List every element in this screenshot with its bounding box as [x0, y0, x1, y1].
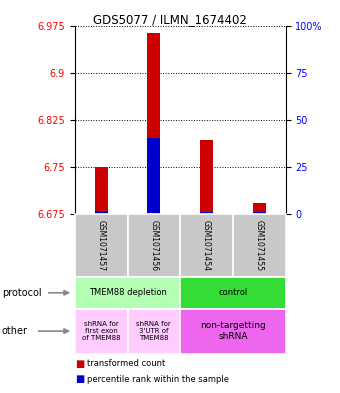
Text: transformed count: transformed count: [87, 359, 165, 368]
Text: GSM1071456: GSM1071456: [149, 220, 158, 271]
Text: TMEM88 depletion: TMEM88 depletion: [88, 288, 167, 297]
Text: control: control: [218, 288, 248, 297]
Text: GSM1071457: GSM1071457: [97, 220, 106, 271]
Bar: [200, 140, 213, 214]
Bar: [253, 204, 266, 214]
Text: other: other: [2, 326, 28, 336]
Text: protocol: protocol: [2, 288, 41, 298]
Bar: [95, 211, 108, 214]
Text: GSM1071455: GSM1071455: [255, 220, 264, 271]
Text: GSM1071454: GSM1071454: [202, 220, 211, 271]
Text: non-targetting
shRNA: non-targetting shRNA: [200, 321, 266, 341]
Text: ■: ■: [75, 359, 84, 369]
Bar: [147, 33, 160, 214]
Text: shRNA for
first exon
of TMEM88: shRNA for first exon of TMEM88: [82, 321, 120, 341]
Bar: [95, 167, 108, 214]
Text: GDS5077 / ILMN_1674402: GDS5077 / ILMN_1674402: [93, 13, 247, 26]
Text: shRNA for
3'UTR of
TMEM88: shRNA for 3'UTR of TMEM88: [136, 321, 171, 341]
Text: ■: ■: [75, 375, 84, 384]
Bar: [147, 138, 160, 214]
Text: percentile rank within the sample: percentile rank within the sample: [87, 375, 229, 384]
Bar: [200, 212, 213, 214]
Bar: [253, 212, 266, 214]
